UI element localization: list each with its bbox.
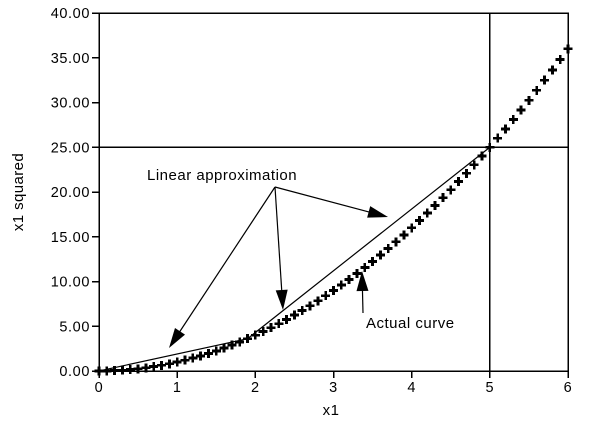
- linear-approximation-arrow-head: [367, 206, 388, 218]
- plot-frame-layer: [98, 12, 569, 372]
- y-tick-label: 10.00: [51, 275, 90, 291]
- y-tick-label: 30.00: [51, 96, 90, 112]
- actual-curve-arrow-head: [356, 271, 369, 292]
- annotation-arrows-layer: [169, 186, 388, 348]
- y-tick-label: 5.00: [59, 319, 90, 335]
- plot-frame: [98, 12, 569, 372]
- actual-curve-arrow-shaft: [361, 286, 364, 314]
- actual-curve-markers: [94, 44, 573, 376]
- x-tick-label: 0: [95, 380, 104, 396]
- x-axis-title: x1: [323, 402, 340, 419]
- x-tick-label: 4: [407, 380, 416, 396]
- linear-approximation-arrow-head: [275, 289, 288, 310]
- y-tick-label: 20.00: [51, 185, 90, 201]
- linear-approximation-line: [98, 146, 491, 372]
- y-tick-label: 15.00: [51, 230, 90, 246]
- y-axis-title: x1 squared: [10, 153, 27, 231]
- ticks-layer: 0.005.0010.0015.0020.0025.0030.0035.0040…: [51, 6, 573, 396]
- series-layer: [94, 44, 573, 376]
- x-tick-label: 5: [485, 380, 494, 396]
- y-tick-label: 35.00: [51, 51, 90, 67]
- x-tick-label: 2: [251, 380, 260, 396]
- y-tick-label: 0.00: [59, 364, 90, 380]
- linear-approximation-arrow-shaft: [274, 186, 373, 214]
- reference-lines-layer: [99, 13, 568, 371]
- linear-approximation-arrow-shaft: [177, 186, 276, 335]
- linear-approximation-arrow-shaft: [274, 186, 283, 295]
- actual-curve-label: Actual curve: [366, 315, 455, 332]
- x-tick-label: 1: [173, 380, 182, 396]
- linear-approximation-label: Linear approximation: [147, 167, 297, 184]
- y-tick-label: 25.00: [51, 140, 90, 156]
- y-tick-label: 40.00: [51, 6, 90, 22]
- linear-approximation-arrow-head: [169, 327, 186, 348]
- x-tick-label: 3: [329, 380, 338, 396]
- x-tick-label: 6: [564, 380, 573, 396]
